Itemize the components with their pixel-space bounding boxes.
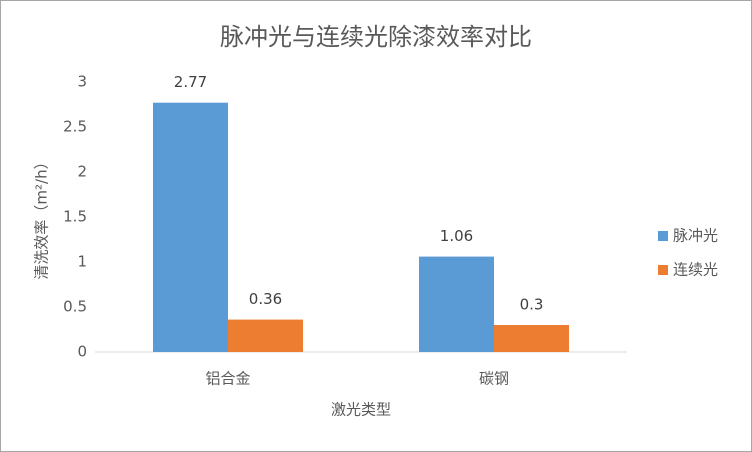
bar (153, 102, 228, 352)
y-tick-label: 2.5 (63, 118, 87, 136)
y-tick-label: 1 (77, 253, 87, 271)
y-axis-label: 清洗效率（m²/h） (33, 154, 51, 279)
y-tick-label: 3 (77, 73, 87, 91)
bar (494, 325, 569, 352)
x-tick-label: 铝合金 (205, 370, 250, 388)
legend-label: 连续光 (673, 261, 718, 279)
x-tick-label: 碳钢 (479, 370, 509, 388)
y-tick-label: 1.5 (63, 208, 87, 226)
data-label: 2.77 (174, 73, 207, 91)
y-tick-label: 0 (77, 343, 87, 361)
chart-title: 脉冲光与连续光除漆效率对比 (220, 23, 532, 51)
y-tick-label: 0.5 (63, 298, 87, 316)
data-label: 1.06 (440, 227, 473, 245)
y-tick-label: 2 (77, 163, 87, 181)
legend-swatch (658, 265, 668, 275)
data-label: 0.3 (520, 296, 544, 314)
legend-label: 脉冲光 (673, 227, 718, 245)
data-label: 0.36 (249, 290, 282, 308)
bar (419, 256, 494, 352)
legend-swatch (658, 231, 668, 241)
bar (228, 319, 303, 352)
x-axis-label: 激光类型 (331, 401, 391, 419)
